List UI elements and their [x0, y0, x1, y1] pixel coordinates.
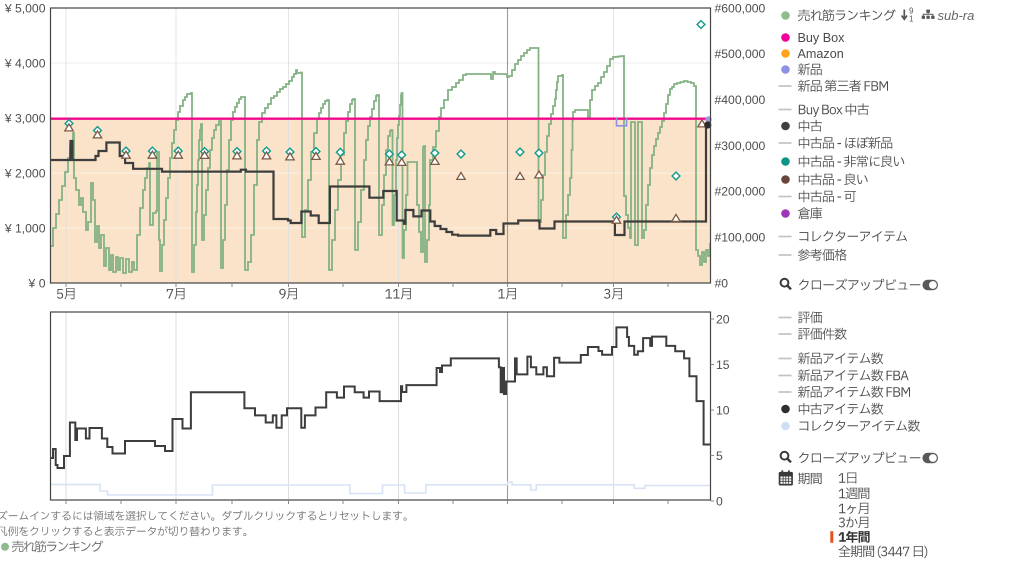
svg-text:sub-ra: sub-ra [938, 8, 975, 23]
svg-text:¥ 2,000: ¥ 2,000 [4, 166, 46, 180]
svg-text:1: 1 [909, 14, 914, 23]
svg-text:#300,000: #300,000 [715, 139, 766, 153]
svg-text:¥ 3,000: ¥ 3,000 [4, 111, 46, 125]
svg-text:9: 9 [909, 6, 914, 15]
svg-text:#100,000: #100,000 [715, 231, 766, 245]
svg-text:Buy Box: Buy Box [798, 31, 846, 45]
svg-text:#600,000: #600,000 [715, 1, 766, 15]
svg-text:¥ 0: ¥ 0 [28, 276, 46, 290]
svg-text:5: 5 [716, 449, 723, 463]
svg-text:¥ 4,000: ¥ 4,000 [4, 56, 46, 70]
svg-text:20: 20 [716, 312, 730, 326]
svg-text:¥ 5,000: ¥ 5,000 [4, 1, 46, 15]
svg-text:#400,000: #400,000 [715, 93, 766, 107]
svg-text:#500,000: #500,000 [715, 47, 766, 61]
svg-text:0: 0 [716, 494, 723, 508]
svg-text:#0: #0 [715, 276, 729, 290]
svg-text:Amazon: Amazon [798, 47, 844, 61]
svg-text:#200,000: #200,000 [715, 185, 766, 199]
svg-text:¥ 1,000: ¥ 1,000 [4, 221, 46, 235]
svg-text:15: 15 [716, 358, 730, 372]
svg-text:10: 10 [716, 403, 730, 417]
